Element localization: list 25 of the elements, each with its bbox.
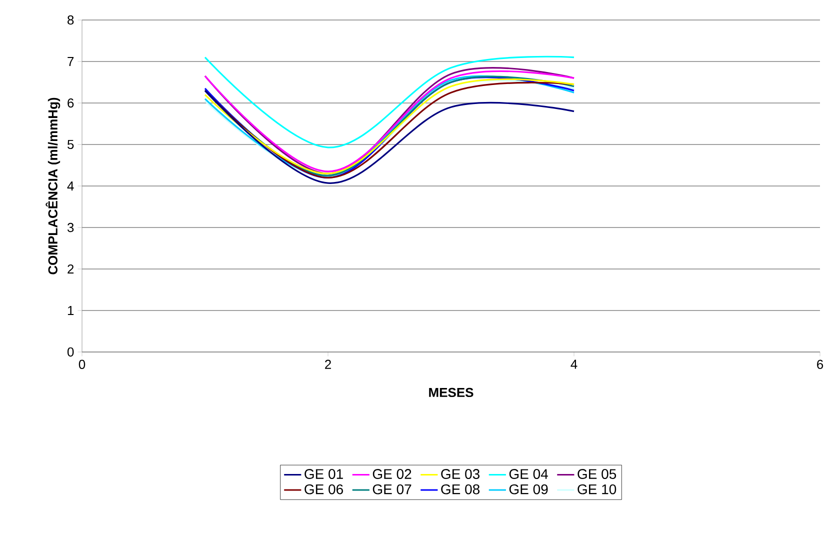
x-tick-label: 4 bbox=[570, 360, 578, 369]
y-tick-label: 7 bbox=[68, 57, 74, 66]
y-tick-label: 6 bbox=[68, 98, 74, 108]
y-tick-label: 1 bbox=[68, 306, 74, 315]
y-tick-label: 3 bbox=[67, 222, 74, 232]
legend-label: GE 08 bbox=[441, 484, 480, 494]
y-axis-title: COMPLACÊNCIA (ml/mmHg) bbox=[46, 98, 60, 274]
legend-label: GE 01 bbox=[304, 469, 343, 479]
y-tick-label: 0 bbox=[67, 347, 74, 357]
legend-label: GE 10 bbox=[578, 484, 616, 494]
legend-label: GE 06 bbox=[304, 484, 343, 494]
x-axis-title: MESES bbox=[429, 388, 474, 398]
legend-label: GE 07 bbox=[372, 484, 412, 494]
x-tick-label: 2 bbox=[325, 360, 331, 369]
legend-label: GE 04 bbox=[509, 469, 548, 479]
legend-label: GE 05 bbox=[578, 469, 616, 479]
legend-label: GE 03 bbox=[441, 469, 480, 479]
x-tick-label: 6 bbox=[817, 360, 824, 369]
legend-label: GE 02 bbox=[372, 469, 412, 479]
x-tick-label: 0 bbox=[78, 360, 86, 369]
y-tick-label: 8 bbox=[68, 15, 74, 25]
y-tick-label: 2 bbox=[68, 264, 74, 274]
legend-label: GE 09 bbox=[509, 484, 548, 494]
y-tick-label: 5 bbox=[67, 140, 74, 150]
y-tick-label: 4 bbox=[67, 182, 74, 190]
